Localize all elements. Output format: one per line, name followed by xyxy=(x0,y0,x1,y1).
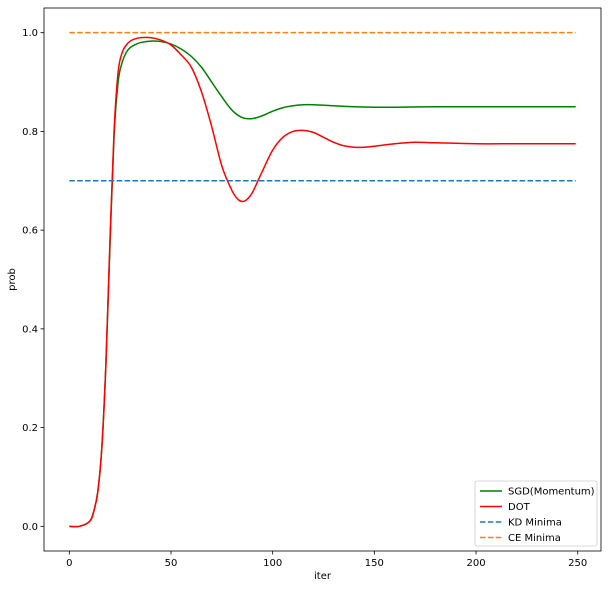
series-line-dot xyxy=(69,36,576,528)
y-tick-label: 0.4 xyxy=(22,324,38,335)
y-axis-label: prob xyxy=(7,268,18,291)
legend-entry-label: KD Minima xyxy=(508,518,562,529)
x-axis-label: iter xyxy=(314,571,332,582)
x-tick-label: 100 xyxy=(263,558,282,569)
y-tick-label: 1.0 xyxy=(22,28,38,39)
x-tick-label: 50 xyxy=(165,558,178,569)
x-tick-label: 0 xyxy=(66,558,72,569)
y-tick-label: 0.2 xyxy=(22,423,38,434)
legend-entry-label: CE Minima xyxy=(508,533,561,544)
series-line-sgd-momentum xyxy=(69,40,576,528)
legend: SGD(Momentum) DOT KD Minima CE Minima xyxy=(474,480,598,547)
x-tick-label: 250 xyxy=(568,558,587,569)
plot-frame xyxy=(43,7,602,552)
axis-ticks: 0 50 100 150 200 250 0.0 0.2 0.4 0.6 0.8 1.0 xyxy=(22,28,587,569)
legend-box xyxy=(474,480,598,547)
series-layer xyxy=(69,31,576,528)
y-tick-label: 0.8 xyxy=(22,127,38,138)
legend-entry-label: SGD(Momentum) xyxy=(508,487,595,498)
x-tick-label: 150 xyxy=(365,558,384,569)
y-tick-label: 0.6 xyxy=(22,226,38,237)
y-tick-label: 0.0 xyxy=(22,522,38,533)
legend-entry-label: DOT xyxy=(508,502,531,513)
x-tick-label: 200 xyxy=(466,558,485,569)
